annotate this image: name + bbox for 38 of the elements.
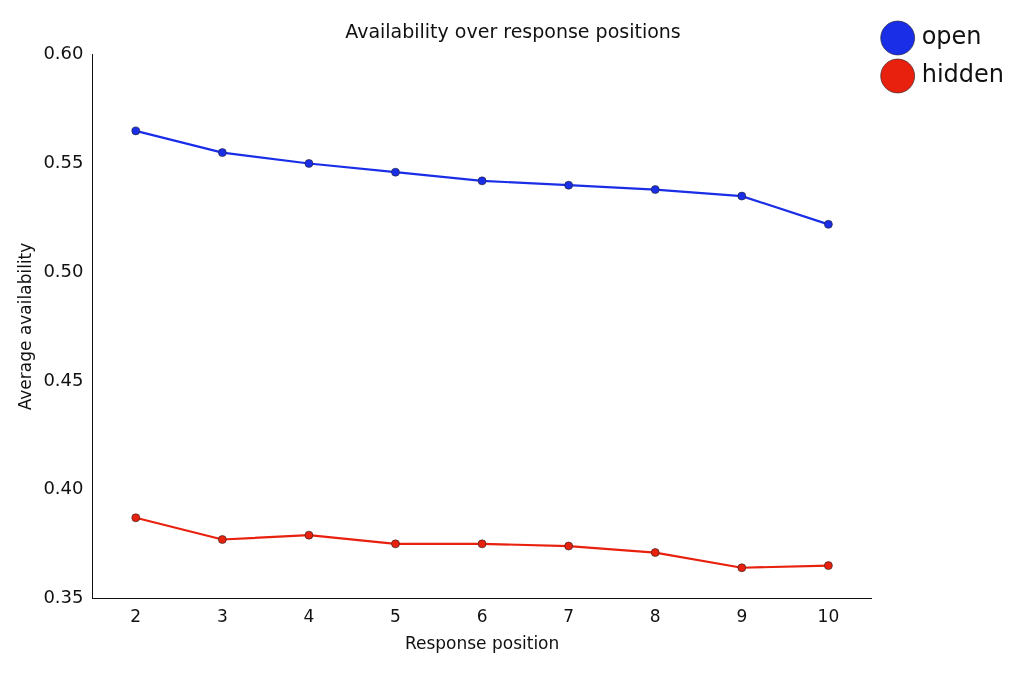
point (131, 126, 141, 136)
y-tick-label: 0.35 (43, 585, 84, 607)
point (564, 180, 573, 190)
x-tick-label: 9 (736, 605, 748, 626)
y-tick-label: 0.45 (43, 368, 84, 390)
point (131, 513, 141, 523)
point (304, 159, 314, 168)
legend-label: open (921, 22, 982, 51)
point (304, 530, 314, 540)
point (824, 220, 833, 229)
point (737, 191, 747, 201)
y-axis-title: Average availability (14, 242, 35, 411)
x-tick-label: 2 (130, 605, 142, 626)
point (650, 185, 660, 194)
point (218, 535, 227, 544)
x-tick-label: 3 (216, 605, 228, 626)
x-tick-label: 6 (476, 605, 488, 626)
x-tick-label: 8 (649, 605, 661, 626)
point (391, 167, 400, 177)
legend-label: hidden (921, 60, 1004, 89)
point (477, 539, 487, 549)
x-tick-label: 5 (390, 605, 401, 626)
point (650, 548, 660, 557)
point (737, 563, 747, 573)
point (824, 561, 833, 570)
point (391, 539, 400, 549)
x-tick-label: 4 (303, 605, 315, 626)
point (477, 176, 487, 186)
chart-title: Availability over response positions (345, 20, 681, 43)
point (564, 541, 573, 551)
x-tick-label: 10 (817, 605, 840, 626)
point (218, 148, 227, 157)
x-tick-label: 7 (563, 605, 575, 626)
y-tick-label: 0.40 (43, 477, 84, 499)
y-tick-label: 0.60 (43, 42, 84, 64)
x-axis-title: Response position (404, 633, 560, 654)
y-tick-label: 0.50 (43, 259, 84, 281)
y-tick-label: 0.55 (43, 151, 84, 173)
